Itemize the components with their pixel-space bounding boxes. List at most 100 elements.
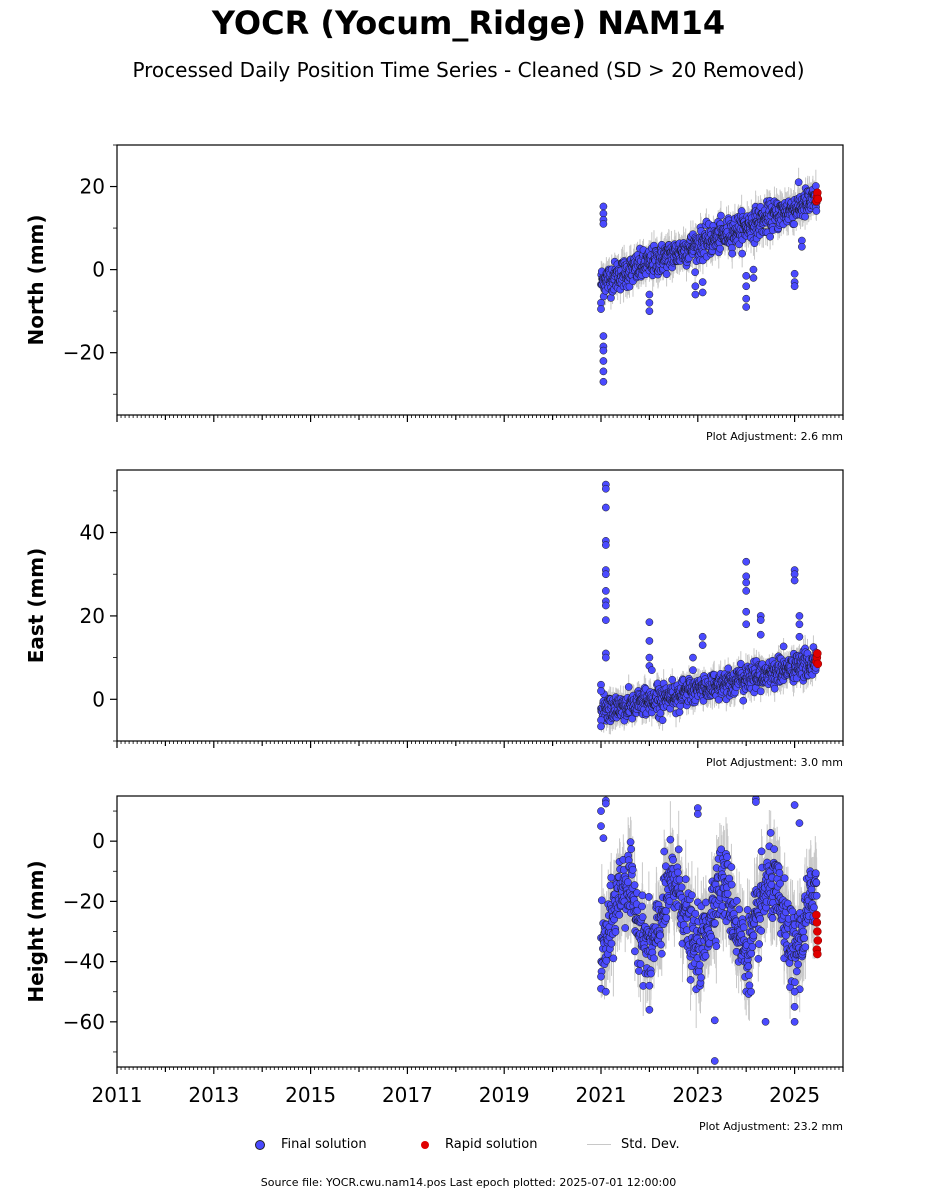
final-point xyxy=(766,232,774,241)
final-point xyxy=(716,244,724,253)
final-point xyxy=(812,207,821,215)
final-point xyxy=(723,889,732,898)
final-point xyxy=(691,282,700,291)
final-point xyxy=(656,931,665,940)
final-point xyxy=(790,269,799,278)
final-point xyxy=(736,659,745,668)
final-point xyxy=(794,178,803,187)
final-point xyxy=(645,653,654,662)
y-tick-label: 0 xyxy=(92,687,105,711)
final-point xyxy=(636,960,645,968)
final-point xyxy=(756,616,765,624)
final-point xyxy=(660,847,669,856)
final-point xyxy=(628,865,637,874)
final-point xyxy=(790,220,798,229)
final-point xyxy=(727,880,736,889)
rapid-points-0 xyxy=(812,188,823,206)
final-points-2 xyxy=(597,796,821,1065)
final-point xyxy=(742,294,751,303)
final-point xyxy=(691,268,699,277)
rapid-point xyxy=(813,194,823,204)
final-point xyxy=(742,607,751,616)
final-point xyxy=(615,911,624,919)
final-point xyxy=(691,909,700,918)
final-point xyxy=(647,666,656,674)
final-point xyxy=(669,856,677,864)
final-point xyxy=(689,666,697,674)
final-point xyxy=(742,282,751,291)
final-point xyxy=(717,211,725,220)
final-point xyxy=(650,954,658,963)
final-point xyxy=(779,642,788,651)
chart-subtitle: Processed Daily Position Time Series - C… xyxy=(132,58,805,82)
final-point xyxy=(770,684,779,693)
final-point xyxy=(607,939,616,948)
final-point xyxy=(695,961,704,969)
final-point xyxy=(645,298,654,307)
final-point xyxy=(739,696,748,705)
final-point xyxy=(728,249,737,258)
final-point xyxy=(674,845,683,854)
y-tick-label: −20 xyxy=(63,341,105,365)
final-point xyxy=(599,332,608,340)
final-point xyxy=(626,838,635,846)
final-point xyxy=(749,265,758,274)
final-point xyxy=(658,716,667,725)
y-tick-label: 0 xyxy=(92,258,105,282)
final-point xyxy=(599,346,608,355)
final-point xyxy=(597,687,605,695)
final-point xyxy=(624,683,633,691)
final-point xyxy=(656,709,665,718)
final-point xyxy=(645,307,654,316)
final-point xyxy=(742,578,751,587)
final-point xyxy=(677,883,686,892)
final-point xyxy=(645,290,654,299)
data-layer-0 xyxy=(597,167,823,386)
final-point xyxy=(665,897,674,905)
final-point xyxy=(790,576,799,585)
final-point xyxy=(601,616,610,624)
final-point xyxy=(790,282,799,291)
final-point xyxy=(701,952,710,960)
y-axis-label: East (mm) xyxy=(24,548,48,664)
final-point xyxy=(738,249,747,258)
final-point xyxy=(601,653,610,662)
panel-0: −20 0 20 North (mm) Plot Adjustment: 2.6 mm xyxy=(24,144,844,443)
final-point xyxy=(686,976,695,984)
final-point xyxy=(681,875,690,884)
rapid-point xyxy=(813,649,822,658)
final-point xyxy=(599,220,608,228)
chart-title: YOCR (Yocum_Ridge) NAM14 xyxy=(211,4,726,42)
final-points-1 xyxy=(597,480,821,731)
panel-1: 0 20 40 East (mm) Plot Adjustment: 3.0 mm xyxy=(24,469,844,769)
data-layer-2 xyxy=(597,796,823,1065)
final-point xyxy=(597,305,605,313)
final-point xyxy=(756,630,765,639)
final-point xyxy=(630,881,639,889)
final-point xyxy=(698,278,707,286)
final-point xyxy=(717,845,726,854)
final-point xyxy=(599,377,608,386)
y-tick-label: 20 xyxy=(80,604,105,628)
final-point xyxy=(666,835,675,844)
final-point xyxy=(756,687,765,696)
final-point xyxy=(691,290,700,299)
final-point xyxy=(647,969,655,978)
final-point xyxy=(675,708,684,716)
final-point xyxy=(601,541,610,549)
final-point xyxy=(638,891,647,900)
final-points-0 xyxy=(597,178,821,386)
final-point xyxy=(625,282,634,291)
final-point xyxy=(621,924,630,932)
final-point xyxy=(601,484,610,493)
final-point xyxy=(724,664,733,673)
final-point xyxy=(742,271,751,280)
final-point xyxy=(599,202,608,211)
final-point xyxy=(638,913,647,921)
final-point xyxy=(597,722,605,731)
data-layer-1 xyxy=(597,480,823,735)
final-point xyxy=(742,303,751,311)
final-point xyxy=(601,587,610,595)
final-point xyxy=(742,587,751,595)
final-point xyxy=(607,294,615,302)
